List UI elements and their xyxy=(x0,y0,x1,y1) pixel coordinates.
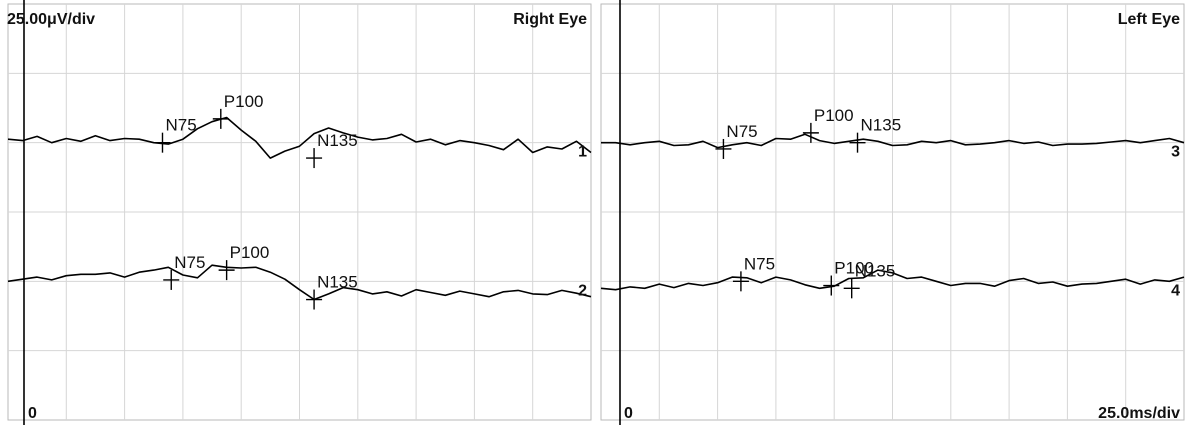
peak-label: P100 xyxy=(230,243,270,262)
trace-4 xyxy=(600,269,1185,291)
peak-label: N135 xyxy=(317,131,358,150)
time-scale-label: 25.0ms/div xyxy=(1098,405,1180,422)
amplitude-scale-label: 25.00μV/div xyxy=(7,11,95,28)
peak-label: N75 xyxy=(726,122,757,141)
origin-label: 0 xyxy=(624,405,633,422)
panel-title: Left Eye xyxy=(1118,11,1180,28)
trace-number: 4 xyxy=(1171,282,1180,299)
peak-label: P100 xyxy=(814,106,854,125)
trace-number: 2 xyxy=(578,282,587,299)
right-eye-panel: N75 P100 N135 1 N75 P100 N135 2 Right Eye 0 25.00μ… xyxy=(7,0,592,425)
peak-label: N75 xyxy=(165,116,196,135)
peak-label: P100 xyxy=(224,92,264,111)
origin-label: 0 xyxy=(28,405,37,422)
trace-3 xyxy=(601,133,1185,149)
trace-1 xyxy=(7,116,592,159)
peak-label: N75 xyxy=(744,254,775,273)
panel-title: Right Eye xyxy=(513,11,587,28)
peak-label: N135 xyxy=(855,261,896,280)
trace-number: 3 xyxy=(1171,144,1180,161)
peak-label: N135 xyxy=(861,116,902,135)
peak-label: P100 xyxy=(834,259,874,278)
peak-label: N135 xyxy=(317,273,358,292)
peak-label: N75 xyxy=(174,253,205,272)
trace-2 xyxy=(7,264,592,301)
trace-number: 1 xyxy=(578,144,587,161)
